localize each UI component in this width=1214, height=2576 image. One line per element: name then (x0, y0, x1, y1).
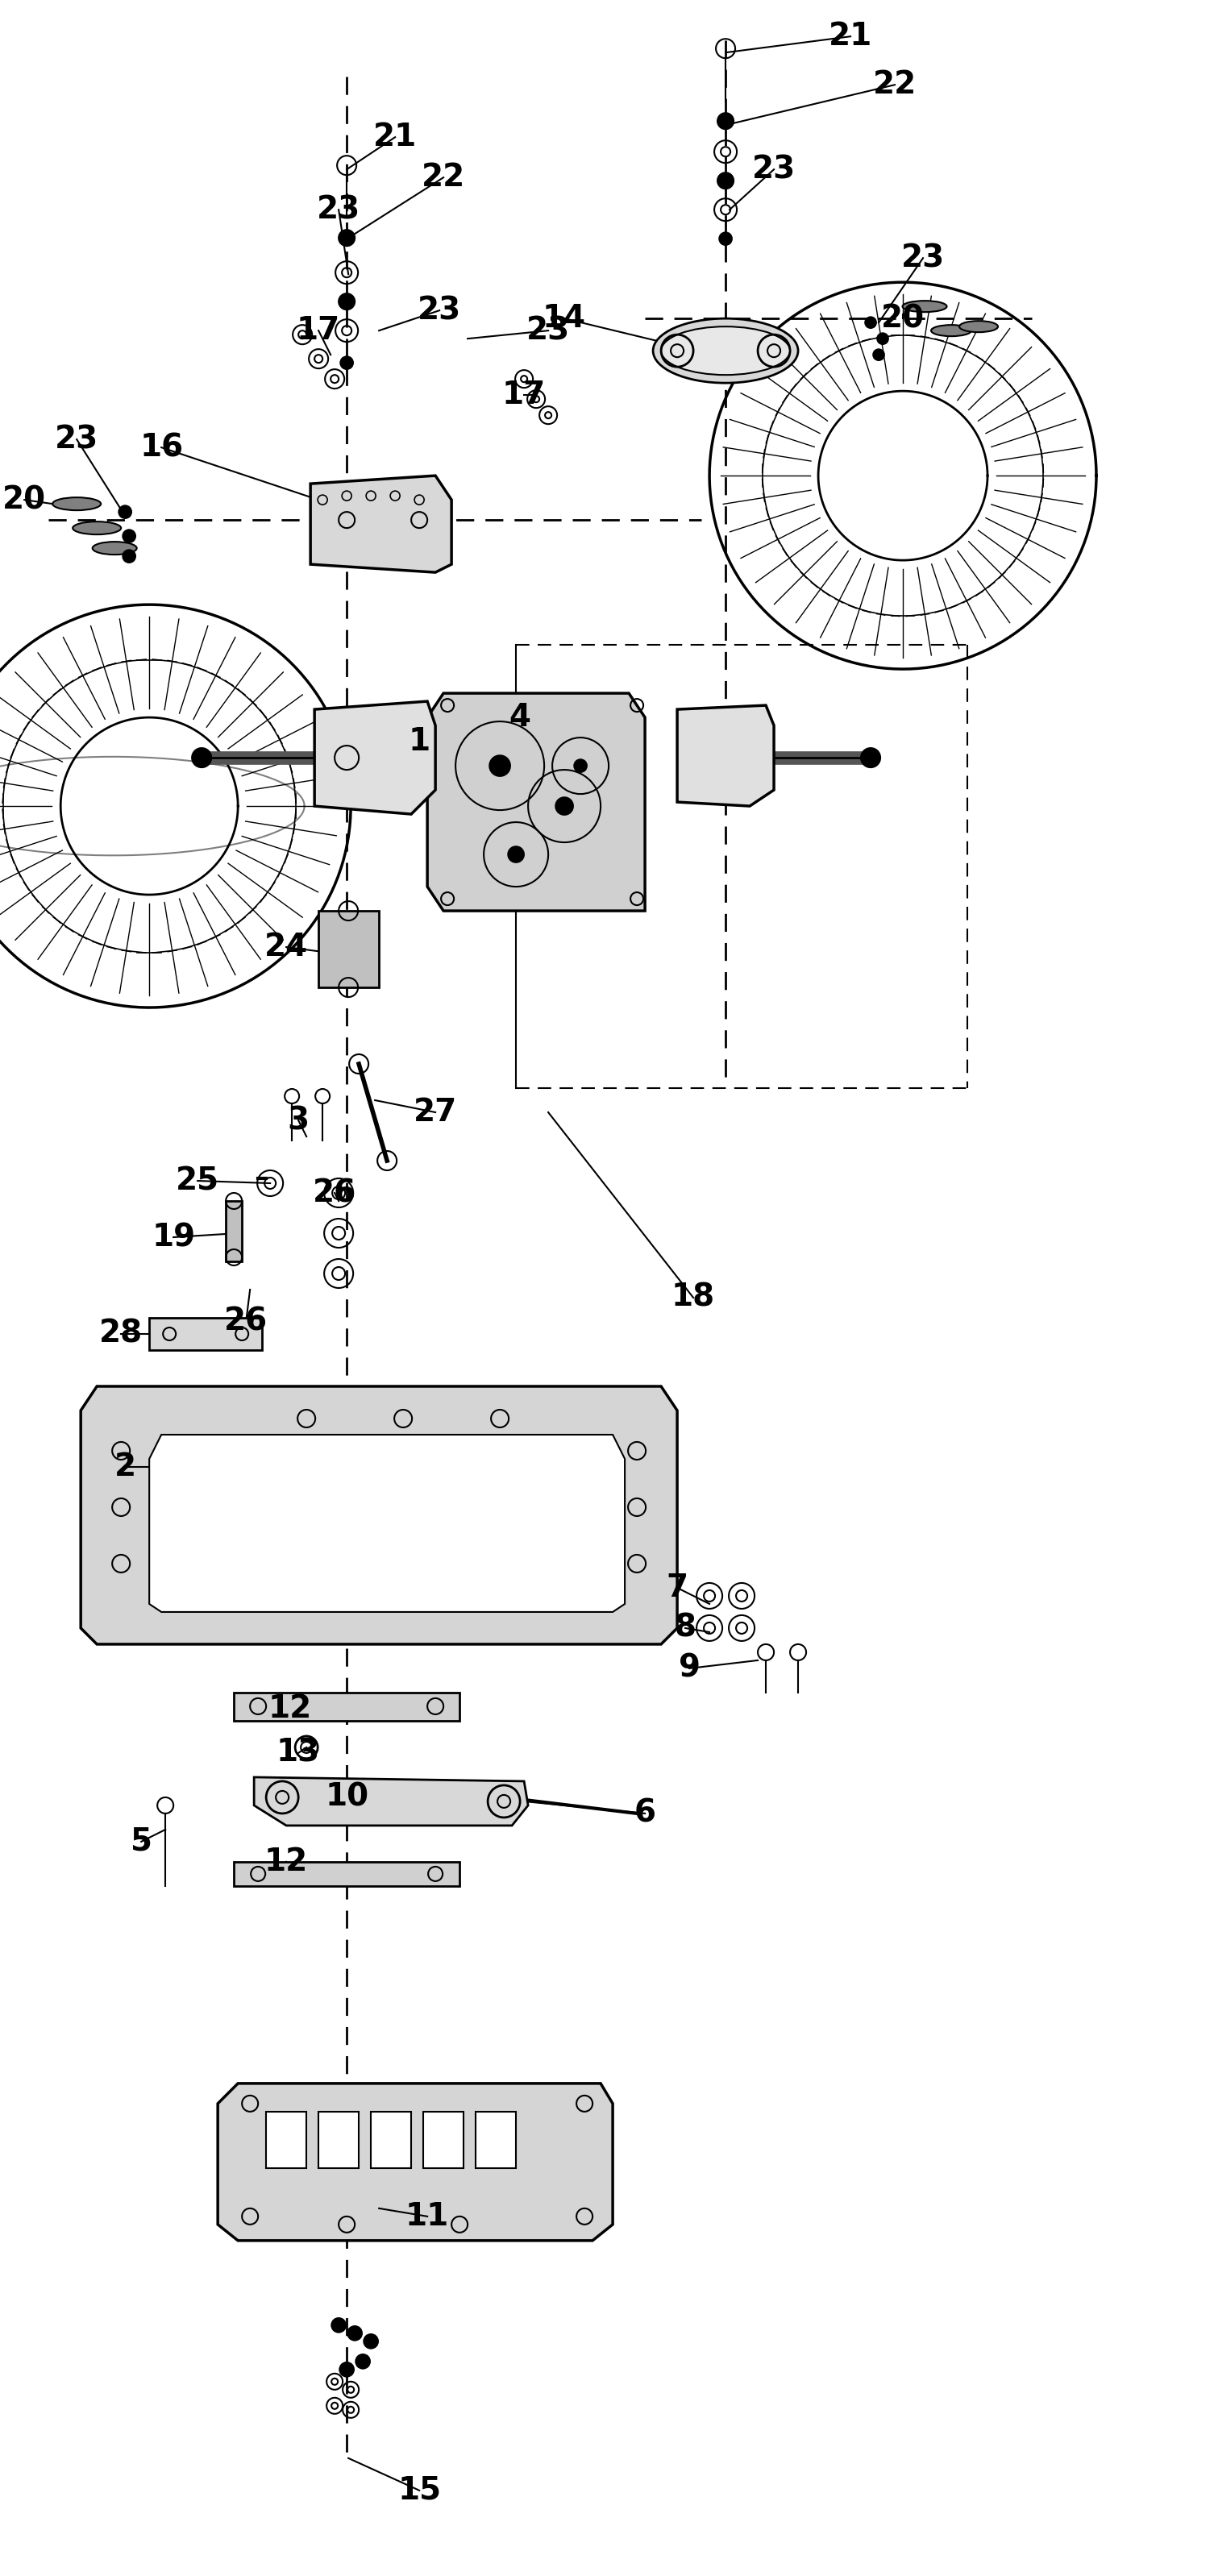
Polygon shape (427, 693, 645, 912)
Circle shape (364, 2334, 379, 2349)
Text: 22: 22 (873, 70, 917, 100)
Circle shape (331, 2318, 346, 2331)
Circle shape (866, 317, 877, 327)
Circle shape (340, 2362, 354, 2378)
Text: 20: 20 (881, 304, 925, 335)
Circle shape (123, 531, 136, 544)
Circle shape (719, 232, 732, 245)
Text: 26: 26 (313, 1177, 357, 1208)
Text: 4: 4 (509, 703, 531, 732)
Text: 24: 24 (265, 933, 308, 963)
Text: 11: 11 (405, 2200, 449, 2231)
Text: 2: 2 (114, 1453, 136, 1481)
Text: 6: 6 (634, 1798, 656, 1829)
Text: 12: 12 (268, 1692, 312, 1723)
Text: 13: 13 (277, 1739, 320, 1767)
Ellipse shape (92, 541, 137, 554)
Text: 26: 26 (225, 1306, 268, 1337)
Circle shape (717, 173, 733, 188)
Text: 8: 8 (675, 1613, 696, 1643)
Ellipse shape (73, 520, 121, 533)
Circle shape (192, 747, 211, 768)
Bar (149, 1319, 262, 1350)
Text: 23: 23 (527, 314, 571, 345)
Bar (476, 2112, 516, 2169)
Polygon shape (314, 701, 436, 814)
Text: 9: 9 (679, 1654, 700, 1685)
Text: 25: 25 (176, 1164, 220, 1195)
Text: 23: 23 (317, 193, 361, 224)
Circle shape (123, 549, 136, 562)
Bar (234, 1692, 460, 1721)
Polygon shape (217, 2084, 613, 2241)
Circle shape (339, 294, 354, 309)
Polygon shape (254, 1777, 528, 1826)
Text: 23: 23 (55, 425, 98, 456)
Text: 15: 15 (397, 2476, 441, 2506)
Text: 20: 20 (2, 484, 46, 515)
Ellipse shape (902, 301, 947, 312)
Circle shape (877, 332, 889, 345)
Text: 16: 16 (140, 433, 183, 464)
Text: 1: 1 (408, 726, 430, 757)
Text: 14: 14 (543, 304, 586, 335)
Circle shape (119, 505, 131, 518)
Text: 7: 7 (666, 1571, 688, 1602)
Circle shape (356, 2354, 370, 2370)
Text: 18: 18 (671, 1283, 715, 1314)
Circle shape (339, 229, 354, 245)
Text: 28: 28 (100, 1319, 143, 1350)
Text: 23: 23 (751, 155, 796, 185)
Bar (234, 1862, 460, 1886)
Bar (226, 1200, 242, 1262)
Bar (424, 2112, 464, 2169)
Text: 12: 12 (265, 1847, 308, 1878)
Circle shape (574, 760, 586, 773)
Circle shape (556, 796, 573, 814)
Circle shape (861, 747, 880, 768)
Circle shape (717, 113, 733, 129)
Text: 10: 10 (325, 1783, 369, 1814)
Polygon shape (311, 477, 452, 572)
Bar (318, 912, 379, 987)
Text: 3: 3 (288, 1105, 310, 1136)
Text: 23: 23 (901, 242, 944, 273)
Ellipse shape (653, 319, 798, 384)
Bar (371, 2112, 412, 2169)
Circle shape (489, 755, 510, 775)
Bar (266, 2112, 306, 2169)
Ellipse shape (959, 322, 998, 332)
Circle shape (340, 355, 353, 368)
Bar (318, 2112, 359, 2169)
Text: 5: 5 (130, 1826, 152, 1857)
Ellipse shape (931, 325, 971, 337)
Text: 21: 21 (829, 21, 873, 52)
Circle shape (347, 2326, 362, 2342)
Text: 21: 21 (373, 121, 416, 152)
Circle shape (873, 350, 884, 361)
Text: 17: 17 (296, 314, 340, 345)
Text: 19: 19 (152, 1221, 195, 1252)
Ellipse shape (52, 497, 101, 510)
Text: 27: 27 (414, 1097, 458, 1128)
Text: 17: 17 (503, 379, 546, 410)
Polygon shape (677, 706, 773, 806)
Polygon shape (81, 1386, 677, 1643)
Text: 23: 23 (418, 296, 461, 325)
Text: 22: 22 (421, 162, 465, 193)
Ellipse shape (662, 327, 790, 376)
Polygon shape (149, 1435, 625, 1613)
Circle shape (507, 848, 524, 863)
